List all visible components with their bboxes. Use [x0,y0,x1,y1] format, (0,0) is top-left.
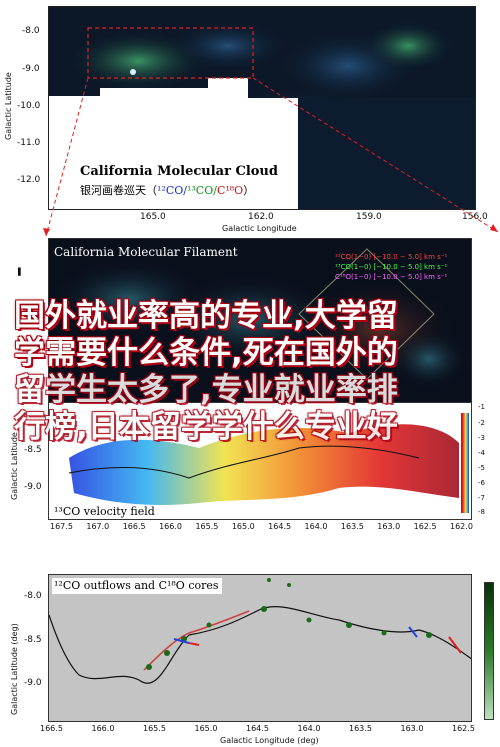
outflow-y-tick: -9.0 [24,678,42,688]
iso-c18o-label: C¹⁸O [216,184,244,197]
velocity-x-tick: 167.0 [86,522,110,531]
velocity-field-image [68,413,469,513]
outflow-x-tick: 163.0 [400,724,424,733]
overlay-line-3: 留学生太多了,专业就业率排 [14,372,398,408]
velocity-x-tick: 164.5 [268,522,292,531]
cloud-y-tick: -12.0 [17,175,41,185]
iso-12co-label: ¹²CO/ [157,184,187,197]
outflow-image [49,578,471,684]
velocity-x-tick: 162.0 [450,522,473,531]
velocity-field-label: ¹³CO velocity field [54,505,155,518]
velocity-field-panel [48,402,472,520]
cloud-y-tick: -9.0 [22,64,40,74]
outflow-x-tick: 163.5 [349,724,372,733]
cloud-x-tick: 159.0 [356,212,382,222]
filament-rgb-image [49,248,469,389]
overlay-line-4: 行榜,日本留学学什么专业好 [14,409,398,445]
colorbar-tick: -4 [478,449,485,457]
velocity-x-tick: 165.0 [231,522,255,531]
outflow-y-tick: -8.0 [24,591,42,601]
velocity-x-tick: 163.0 [377,522,401,531]
outflow-x-axis-label: Galactic Longitude (deg) [220,736,319,745]
outflow-panel [48,574,472,722]
cloud-y-tick: -8.0 [22,26,40,36]
outflow-x-tick: 164.0 [297,724,321,733]
outflow-x-tick: 166.0 [91,724,115,733]
iso-13co-label: ¹³CO/ [186,184,217,197]
colorbar-tick: -8 [478,508,485,516]
outflow-label-box [52,578,222,594]
outflow-y-axis-label: Galactic Latitude (deg) [10,623,19,715]
filament-title: California Molecular Filament [54,245,238,259]
velocity-x-tick: 162.5 [413,522,437,531]
outflow-x-tick: 164.5 [246,724,269,733]
cloud-y-tick: -11.0 [17,138,41,148]
colorbar-tick: -5 [478,464,485,472]
velocity-y-tick: -9.0 [24,482,42,492]
colorbar-tick: -6 [478,479,485,487]
velocity-y-tick: -8.5 [24,445,42,455]
cloud-x-axis-label: Galactic Longitude [222,224,297,233]
colorbar-tick: -3 [478,434,485,442]
filament-legend-12co: ¹²CO(1−0) [−10.0 − 5.0] km s⁻¹ [335,253,448,261]
filament-legend-c18o: C¹⁸O(1−0) [−10.0 − 5.0] km s⁻¹ [335,273,448,281]
outflow-x-tick: 165.5 [143,724,166,733]
promo-text-overlay: 国外就业率高的专业,大学留 学需要什么条件,死在国外的 留学生太多了,专业就业率… [0,298,500,445]
cloud-x-tick: 162.0 [248,212,274,222]
outflow-y-tick: -8.5 [24,635,42,645]
cloud-map-subtitle: 银河画卷巡天（¹²CO/¹³CO/C¹⁸O） [80,182,254,198]
velocity-x-tick: 164.0 [304,522,328,531]
cloud-y-tick: -10.0 [17,101,41,111]
filament-y-tick: ▌ [18,268,24,276]
velocity-x-tick: 166.0 [159,522,182,531]
velocity-x-tick: 166.5 [122,522,146,531]
outflow-colorbar [484,582,494,720]
outflow-x-tick: 162.5 [452,724,475,733]
colorbar-tick: -1 [478,403,485,411]
colorbar-tick: -7 [478,494,485,502]
cloud-map-dark-region [298,98,475,209]
cloud-x-tick: 165.0 [140,212,166,222]
velocity-x-tick: 167.5 [50,522,73,531]
outflow-x-tick: 165.0 [194,724,218,733]
colorbar-tick: -2 [478,419,485,427]
filament-legend-13co: ¹³CO(1−0) [−10.0 − 5.0] km s⁻¹ [335,263,448,271]
survey-close-paren: ） [243,184,255,197]
outflow-x-tick: 166.5 [40,724,63,733]
survey-name-cn: 银河画卷巡天（ [80,184,157,197]
overlay-line-2: 学需要什么条件,死在国外的 [14,335,398,371]
cloud-map-title: California Molecular Cloud [80,164,278,179]
overlay-line-1: 国外就业率高的专业,大学留 [14,298,398,334]
filament-rgb-panel [48,238,472,408]
cloud-map-frame [48,6,476,210]
velocity-x-tick: 163.5 [340,522,364,531]
velocity-x-tick: 165.5 [195,522,219,531]
outflow-label: ¹²CO outflows and C¹⁸O cores [54,579,219,592]
